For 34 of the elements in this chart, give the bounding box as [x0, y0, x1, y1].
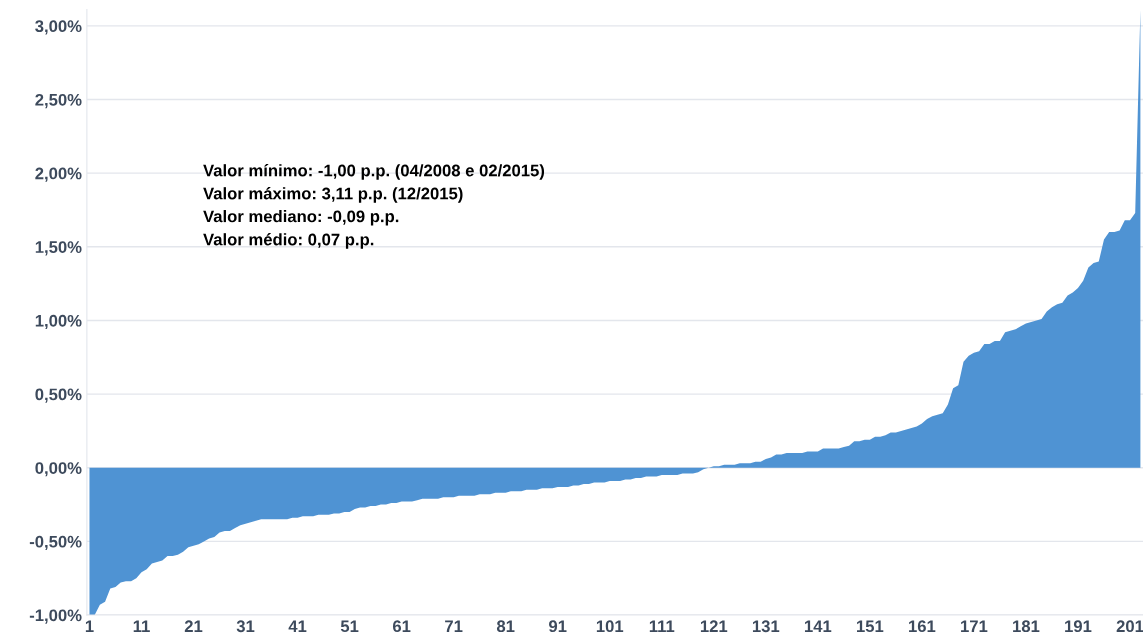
x-tick-label: 51	[340, 620, 359, 633]
x-tick-label: 151	[857, 620, 884, 633]
annotation: Valor máximo: 3,11 p.p. (12/2015)	[203, 187, 463, 203]
x-tick-label: 91	[549, 620, 567, 633]
x-tick-label: 131	[752, 620, 780, 633]
x-tick-label: 41	[288, 620, 307, 632]
x-tick-label: 201	[1116, 620, 1143, 633]
x-tick-label: 1	[85, 620, 94, 632]
annotation: Valor mínimo: -1,00 p.p. (04/2008 e 02/2015)	[203, 164, 545, 180]
x-tick-label: 141	[804, 620, 832, 632]
x-tick-label: 71	[445, 620, 463, 632]
y-tick-label: 0,00%	[35, 462, 82, 477]
x-tick-label: 161	[909, 620, 936, 633]
x-tick-label: 61	[392, 620, 411, 633]
x-tick-label: 181	[1013, 620, 1040, 633]
x-tick-label: 121	[700, 620, 728, 632]
y-tick-label: 3,00%	[35, 20, 82, 35]
x-tick-label: 11	[133, 620, 150, 632]
y-tick-label: 0,50%	[35, 388, 82, 403]
x-tick-label: 191	[1065, 620, 1092, 633]
x-tick-label: 101	[596, 620, 624, 633]
y-tick-label: 2,50%	[35, 93, 82, 109]
y-tick-label: 1,00%	[35, 314, 82, 330]
x-tick-label: 81	[496, 620, 515, 633]
y-tick-label: -1,00%	[29, 609, 82, 624]
x-tick-label: 111	[649, 620, 675, 632]
x-tick-label: 21	[184, 620, 203, 632]
y-tick-label: 2,00%	[35, 167, 82, 182]
y-tick-label: 1,50%	[35, 241, 82, 256]
x-tick-label: 31	[236, 620, 255, 633]
y-tick-label: -0,50%	[29, 535, 82, 550]
annotation: Valor médio: 0,07 p.p.	[203, 233, 374, 249]
x-tick-label: 171	[961, 620, 988, 632]
annotation: Valor mediano: -0,09 p.p.	[203, 210, 399, 226]
